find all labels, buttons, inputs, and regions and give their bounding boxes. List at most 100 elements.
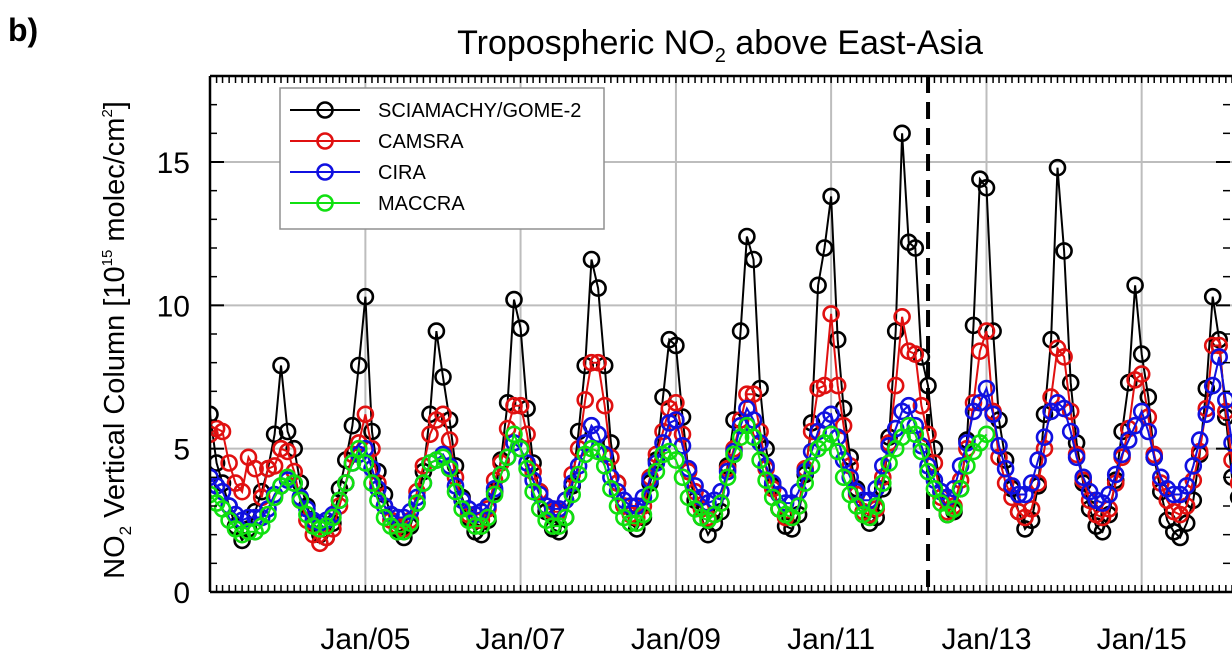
- point-2-108: [899, 396, 918, 415]
- point-0-22: [343, 416, 362, 435]
- point-3-80: [718, 468, 737, 487]
- point-3-111: [919, 462, 937, 481]
- point-3-38: [446, 482, 465, 501]
- legend-box: [279, 87, 605, 230]
- point-3-117: [958, 457, 976, 475]
- point-1-106: [886, 376, 905, 395]
- point-2-158: [1223, 434, 1232, 452]
- point-3-92: [796, 474, 815, 492]
- point-0-97: [828, 330, 847, 349]
- point-2-152: [1184, 457, 1203, 475]
- y-tick-label-2: 10: [157, 290, 190, 323]
- point-3-120: [977, 425, 996, 444]
- point-1-37: [440, 431, 459, 449]
- point-3-79: [712, 494, 730, 512]
- point-1-0: [210, 425, 219, 444]
- x-tick-label-5: Jan/15: [1097, 623, 1187, 656]
- y-axis-label-superscript-1: 15: [99, 250, 116, 267]
- point-1-47: [505, 396, 523, 415]
- point-0-59: [582, 250, 601, 269]
- point-2-132: [1055, 399, 1073, 418]
- point-0-120: [977, 179, 996, 197]
- point-2-156: [1210, 348, 1228, 366]
- point-3-9: [259, 505, 277, 524]
- point-2-134: [1067, 448, 1086, 467]
- point-3-48: [511, 439, 530, 458]
- point-3-96: [822, 425, 840, 444]
- point-3-45: [492, 465, 510, 484]
- point-2-121: [984, 405, 1002, 424]
- point-3-98: [834, 468, 853, 487]
- point-1-3: [220, 454, 238, 472]
- series-3: [210, 416, 996, 544]
- point-2-116: [951, 457, 970, 475]
- point-3-105: [880, 454, 898, 472]
- point-1-127: [1022, 500, 1041, 518]
- point-3-81: [725, 445, 743, 464]
- point-1-144: [1132, 365, 1151, 383]
- point-3-85: [751, 451, 769, 469]
- point-3-24: [356, 454, 375, 472]
- legend-label-2: CIRA: [378, 162, 426, 184]
- point-3-50: [524, 482, 542, 501]
- point-3-47: [505, 425, 523, 444]
- point-1-159: [1229, 477, 1232, 489]
- point-0-72: [667, 336, 685, 355]
- point-1-110: [912, 396, 931, 415]
- point-3-86: [757, 471, 775, 490]
- point-1-95: [815, 376, 834, 395]
- axes: 0 5 10 15 Jan/05 Jan/07 Jan/09 Jan/11 Jan/13 Jan/…: [157, 74, 1232, 656]
- point-2-144: [1132, 402, 1151, 421]
- point-3-41: [466, 517, 484, 535]
- point-3-104: [873, 474, 892, 492]
- point-0-111: [919, 376, 937, 395]
- point-2-60: [589, 425, 607, 444]
- plot-area: [210, 124, 1232, 553]
- point-1-12: [278, 442, 297, 461]
- legend-label-3: MACCRA: [378, 193, 465, 215]
- point-0-82: [731, 322, 750, 340]
- point-2-119: [971, 393, 989, 412]
- point-1-24: [356, 405, 375, 424]
- point-2-149: [1165, 485, 1183, 504]
- point-1-120: [977, 322, 996, 340]
- point-1-132: [1055, 348, 1073, 366]
- point-0-143: [1126, 276, 1144, 295]
- point-1-5: [233, 482, 251, 501]
- point-3-56: [563, 485, 582, 504]
- point-0-10: [265, 425, 284, 444]
- point-2-133: [1061, 422, 1080, 441]
- point-3-65: [621, 514, 640, 533]
- point-0-94: [809, 276, 827, 295]
- point-3-69: [647, 462, 666, 481]
- point-0-47: [505, 290, 523, 309]
- point-3-55: [556, 508, 575, 527]
- point-3-13: [285, 474, 304, 492]
- point-0-23: [349, 356, 368, 375]
- point-3-110: [912, 442, 931, 461]
- point-2-135: [1074, 468, 1092, 487]
- x-tick-label-4: Jan/13: [941, 623, 1031, 656]
- chart-title-subscript: 2: [715, 45, 726, 67]
- point-0-144: [1132, 345, 1151, 363]
- chart-title-part-1: Tropospheric NO: [457, 24, 715, 62]
- point-0-155: [1203, 287, 1222, 306]
- point-2-142: [1119, 431, 1138, 449]
- point-3-73: [673, 468, 692, 487]
- point-3-46: [498, 448, 517, 467]
- point-3-91: [789, 497, 808, 515]
- point-0-132: [1055, 242, 1073, 260]
- point-2-159: [1229, 462, 1232, 475]
- point-3-68: [641, 485, 659, 504]
- point-0-109: [906, 239, 925, 257]
- point-3-32: [408, 494, 426, 512]
- point-3-116: [951, 479, 970, 498]
- point-3-103: [867, 497, 886, 515]
- point-2-155: [1203, 376, 1222, 395]
- y-axis-label-subscript: 2: [116, 526, 135, 535]
- point-3-72: [667, 451, 685, 469]
- point-2-153: [1190, 431, 1209, 449]
- point-3-14: [291, 491, 310, 510]
- point-0-60: [589, 279, 607, 297]
